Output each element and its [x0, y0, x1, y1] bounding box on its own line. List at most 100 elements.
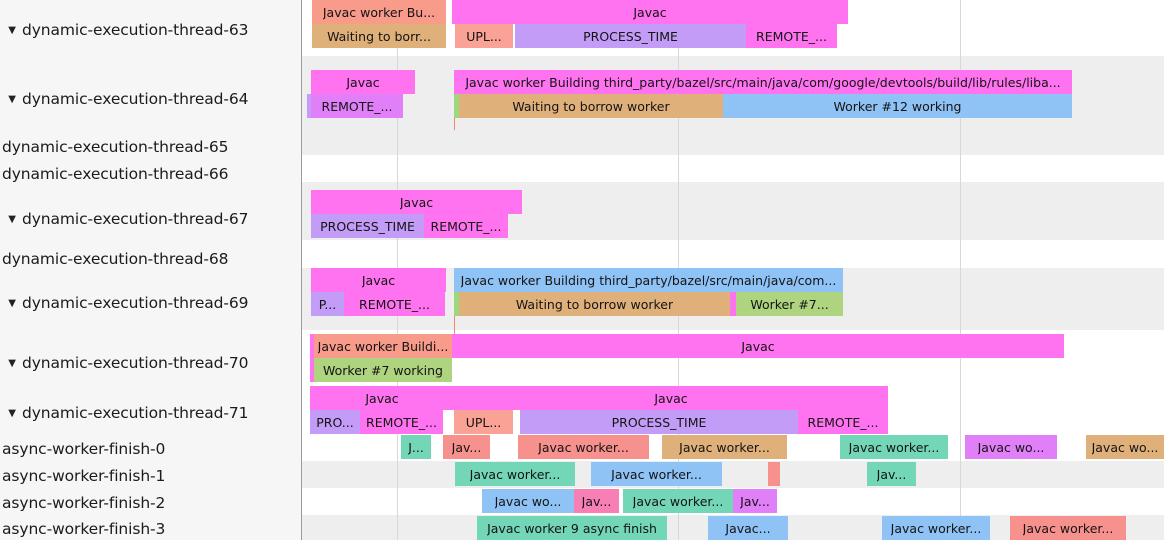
timeline-row-async-worker-finish-1[interactable] [302, 461, 1164, 488]
chevron-down-icon[interactable]: ▼ [8, 297, 16, 309]
trace-bar[interactable]: Javac worker... [591, 462, 722, 486]
trace-bar[interactable]: PROCESS_TIME [515, 24, 746, 48]
timeline-row-dynamic-execution-thread-65[interactable] [302, 128, 1164, 155]
trace-bar[interactable]: Javac worker 9 async finish [477, 516, 667, 540]
trace-bar-label: Javac [361, 272, 396, 288]
trace-bar[interactable]: UPL... [455, 24, 513, 48]
trace-bar[interactable]: Javac worker Buildi... [314, 334, 452, 358]
chevron-down-icon[interactable]: ▼ [8, 407, 16, 419]
track-area[interactable]: Javac worker Bu... Waiting to borr... Java… [302, 0, 1164, 540]
trace-bar[interactable]: Javac... [708, 516, 788, 540]
trace-bar-label: REMOTE_... [321, 98, 393, 114]
trace-bar[interactable] [768, 462, 780, 486]
trace-bar[interactable]: Waiting to borr... [312, 24, 446, 48]
chevron-down-icon[interactable]: ▼ [8, 93, 16, 105]
trace-bar[interactable]: REMOTE_... [798, 410, 888, 434]
trace-bar[interactable]: Javac worker Bu... [312, 0, 446, 24]
trace-bar-label: Worker #7... [750, 296, 829, 312]
trace-bar[interactable]: Waiting to borrow worker [459, 94, 723, 118]
trace-bar[interactable]: REMOTE_... [344, 292, 445, 316]
trace-bar[interactable]: Javac worker... [623, 489, 733, 513]
trace-bar[interactable]: Javac worker Building third_party/bazel/… [454, 70, 1072, 94]
row-label-dynamic-execution-thread-63[interactable]: ▼ dynamic-execution-thread-63 [0, 17, 301, 43]
trace-bar-label: UPL... [465, 414, 502, 430]
trace-bar[interactable]: PROCESS_TIME [520, 410, 798, 434]
trace-bar[interactable]: Jav... [867, 462, 916, 486]
trace-bar[interactable]: Javac worker Building third_party/bazel/… [454, 268, 843, 292]
trace-bar[interactable]: Worker #7 working [314, 358, 452, 382]
row-label-text: dynamic-execution-thread-71 [22, 404, 249, 422]
row-label-dynamic-execution-thread-65[interactable]: dynamic-execution-thread-65 [0, 134, 301, 160]
row-label-async-worker-finish-0[interactable]: async-worker-finish-0 [0, 436, 301, 462]
trace-bar[interactable]: Javac [311, 70, 415, 94]
row-label-text: async-worker-finish-2 [2, 494, 166, 512]
trace-bar[interactable]: Javac [311, 268, 446, 292]
trace-bar[interactable]: Javac worker... [455, 462, 575, 486]
row-label-async-worker-finish-2[interactable]: async-worker-finish-2 [0, 490, 301, 516]
trace-bar-label: Javac wo... [977, 439, 1045, 455]
trace-bar[interactable] [307, 94, 311, 118]
trace-bar[interactable]: PRO... [310, 410, 360, 434]
trace-bar[interactable]: Javac worker... [518, 435, 649, 459]
trace-bar-label: REMOTE_... [359, 296, 430, 312]
row-label-dynamic-execution-thread-67[interactable]: ▼ dynamic-execution-thread-67 [0, 206, 301, 232]
trace-bar-label: Javac worker... [632, 493, 724, 509]
trace-bar[interactable]: Javac [310, 386, 454, 410]
trace-bar[interactable]: Javac wo... [1086, 435, 1164, 459]
row-label-dynamic-execution-thread-69[interactable]: ▼ dynamic-execution-thread-69 [0, 290, 301, 316]
row-label-dynamic-execution-thread-66[interactable]: dynamic-execution-thread-66 [0, 161, 301, 187]
trace-bar[interactable]: REMOTE_... [424, 214, 508, 238]
trace-bar[interactable]: UPL... [454, 410, 513, 434]
trace-bar-label: Javac wo... [494, 493, 562, 509]
trace-bar[interactable]: Javac wo... [482, 489, 574, 513]
trace-bar-label: Jav... [581, 493, 612, 509]
trace-bar[interactable]: J... [401, 435, 431, 459]
timeline-row-dynamic-execution-thread-68[interactable] [302, 240, 1164, 268]
trace-bar[interactable]: REMOTE_... [746, 24, 837, 48]
trace-bar[interactable]: P... [311, 292, 344, 316]
trace-bar[interactable] [454, 292, 459, 316]
trace-bar-label: PROCESS_TIME [583, 28, 678, 44]
trace-bar-label: Javac [399, 194, 434, 210]
trace-bar[interactable]: Javac worker... [662, 435, 787, 459]
row-label-dynamic-execution-thread-64[interactable]: ▼ dynamic-execution-thread-64 [0, 86, 301, 112]
trace-bar[interactable]: Javac [454, 386, 888, 410]
trace-bar[interactable]: Javac [452, 0, 848, 24]
row-label-dynamic-execution-thread-71[interactable]: ▼ dynamic-execution-thread-71 [0, 400, 301, 426]
flow-marker [454, 330, 455, 334]
trace-bar[interactable]: Worker #12 working [723, 94, 1072, 118]
chevron-down-icon[interactable]: ▼ [8, 213, 16, 225]
trace-bar[interactable]: Javac worker... [1010, 516, 1126, 540]
trace-bar-label: Javac worker Building third_party/bazel/… [465, 74, 1061, 90]
trace-bar[interactable]: Javac worker... [882, 516, 990, 540]
trace-bar[interactable]: Javac worker... [840, 435, 948, 459]
trace-bar[interactable] [730, 292, 736, 316]
row-label-dynamic-execution-thread-70[interactable]: ▼ dynamic-execution-thread-70 [0, 350, 301, 376]
timeline-row-dynamic-execution-thread-66[interactable] [302, 155, 1164, 182]
trace-bar[interactable]: Jav... [574, 489, 619, 513]
trace-bar[interactable]: Javac [311, 190, 522, 214]
chevron-down-icon[interactable]: ▼ [8, 357, 16, 369]
trace-bar[interactable] [310, 358, 314, 382]
trace-bar[interactable] [454, 94, 459, 118]
trace-bar[interactable]: Jav... [443, 435, 490, 459]
trace-bar-label: Javac worker... [1022, 520, 1114, 536]
trace-bar[interactable]: Javac [452, 334, 1064, 358]
trace-bar[interactable]: Waiting to borrow worker [459, 292, 730, 316]
trace-bar-label: Waiting to borr... [327, 28, 431, 44]
trace-bar[interactable]: REMOTE_... [360, 410, 443, 434]
trace-bar[interactable]: Javac wo... [965, 435, 1057, 459]
trace-bar-label: Javac worker... [469, 466, 561, 482]
trace-bar-label: Javac [346, 74, 380, 90]
trace-bar[interactable]: REMOTE_... [311, 94, 403, 118]
row-label-text: async-worker-finish-3 [2, 520, 166, 538]
row-label-async-worker-finish-1[interactable]: async-worker-finish-1 [0, 463, 301, 489]
trace-bar[interactable]: Jav... [733, 489, 777, 513]
row-label-async-worker-finish-3[interactable]: async-worker-finish-3 [0, 516, 301, 540]
trace-bar[interactable]: Worker #7... [736, 292, 843, 316]
trace-bar[interactable]: PROCESS_TIME [311, 214, 424, 238]
row-label-dynamic-execution-thread-68[interactable]: dynamic-execution-thread-68 [0, 246, 301, 272]
trace-bar-label: J... [408, 439, 424, 455]
chevron-down-icon[interactable]: ▼ [8, 24, 16, 36]
trace-bar[interactable] [310, 334, 314, 358]
